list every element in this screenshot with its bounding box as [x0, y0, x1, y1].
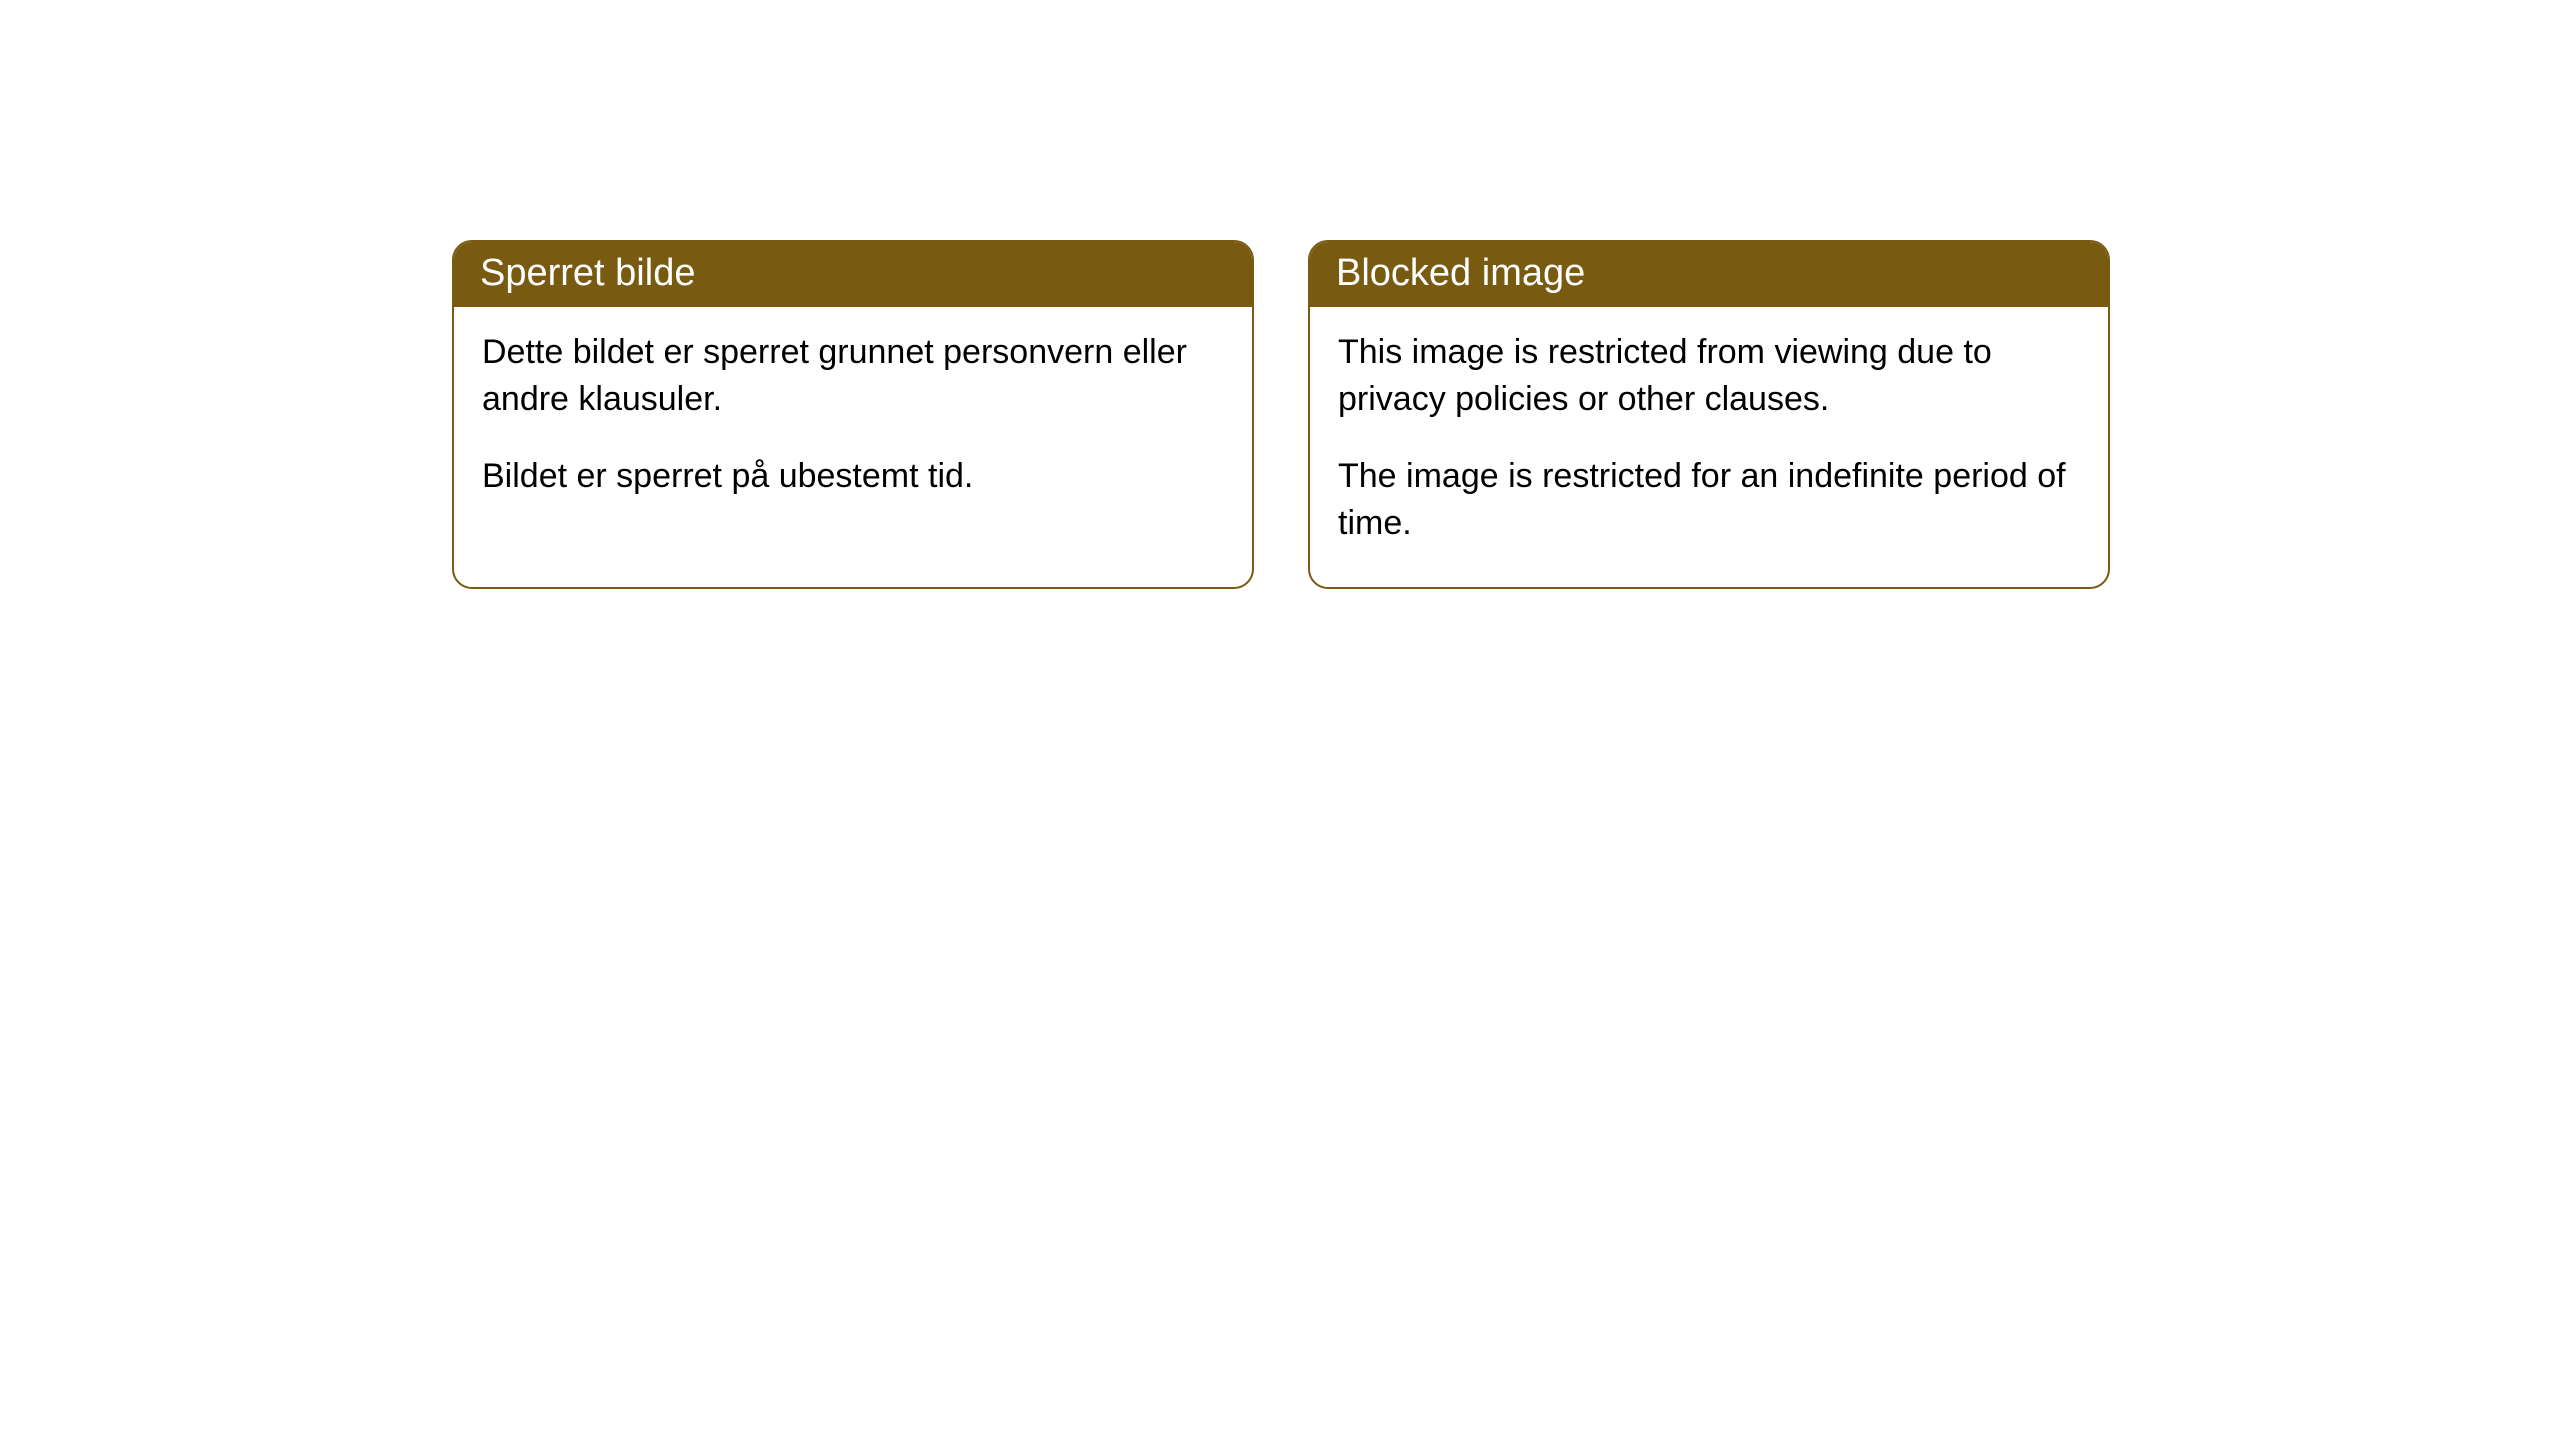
card-paragraph: The image is restricted for an indefinit…: [1338, 453, 2080, 547]
card-header: Blocked image: [1310, 242, 2108, 307]
card-body: This image is restricted from viewing du…: [1310, 307, 2108, 587]
card-paragraph: Bildet er sperret på ubestemt tid.: [482, 453, 1224, 500]
card-paragraph: Dette bildet er sperret grunnet personve…: [482, 329, 1224, 423]
card-paragraph: This image is restricted from viewing du…: [1338, 329, 2080, 423]
blocked-image-card-norwegian: Sperret bilde Dette bildet er sperret gr…: [452, 240, 1254, 589]
card-body: Dette bildet er sperret grunnet personve…: [454, 307, 1252, 540]
notice-cards-container: Sperret bilde Dette bildet er sperret gr…: [0, 0, 2560, 589]
blocked-image-card-english: Blocked image This image is restricted f…: [1308, 240, 2110, 589]
card-header: Sperret bilde: [454, 242, 1252, 307]
